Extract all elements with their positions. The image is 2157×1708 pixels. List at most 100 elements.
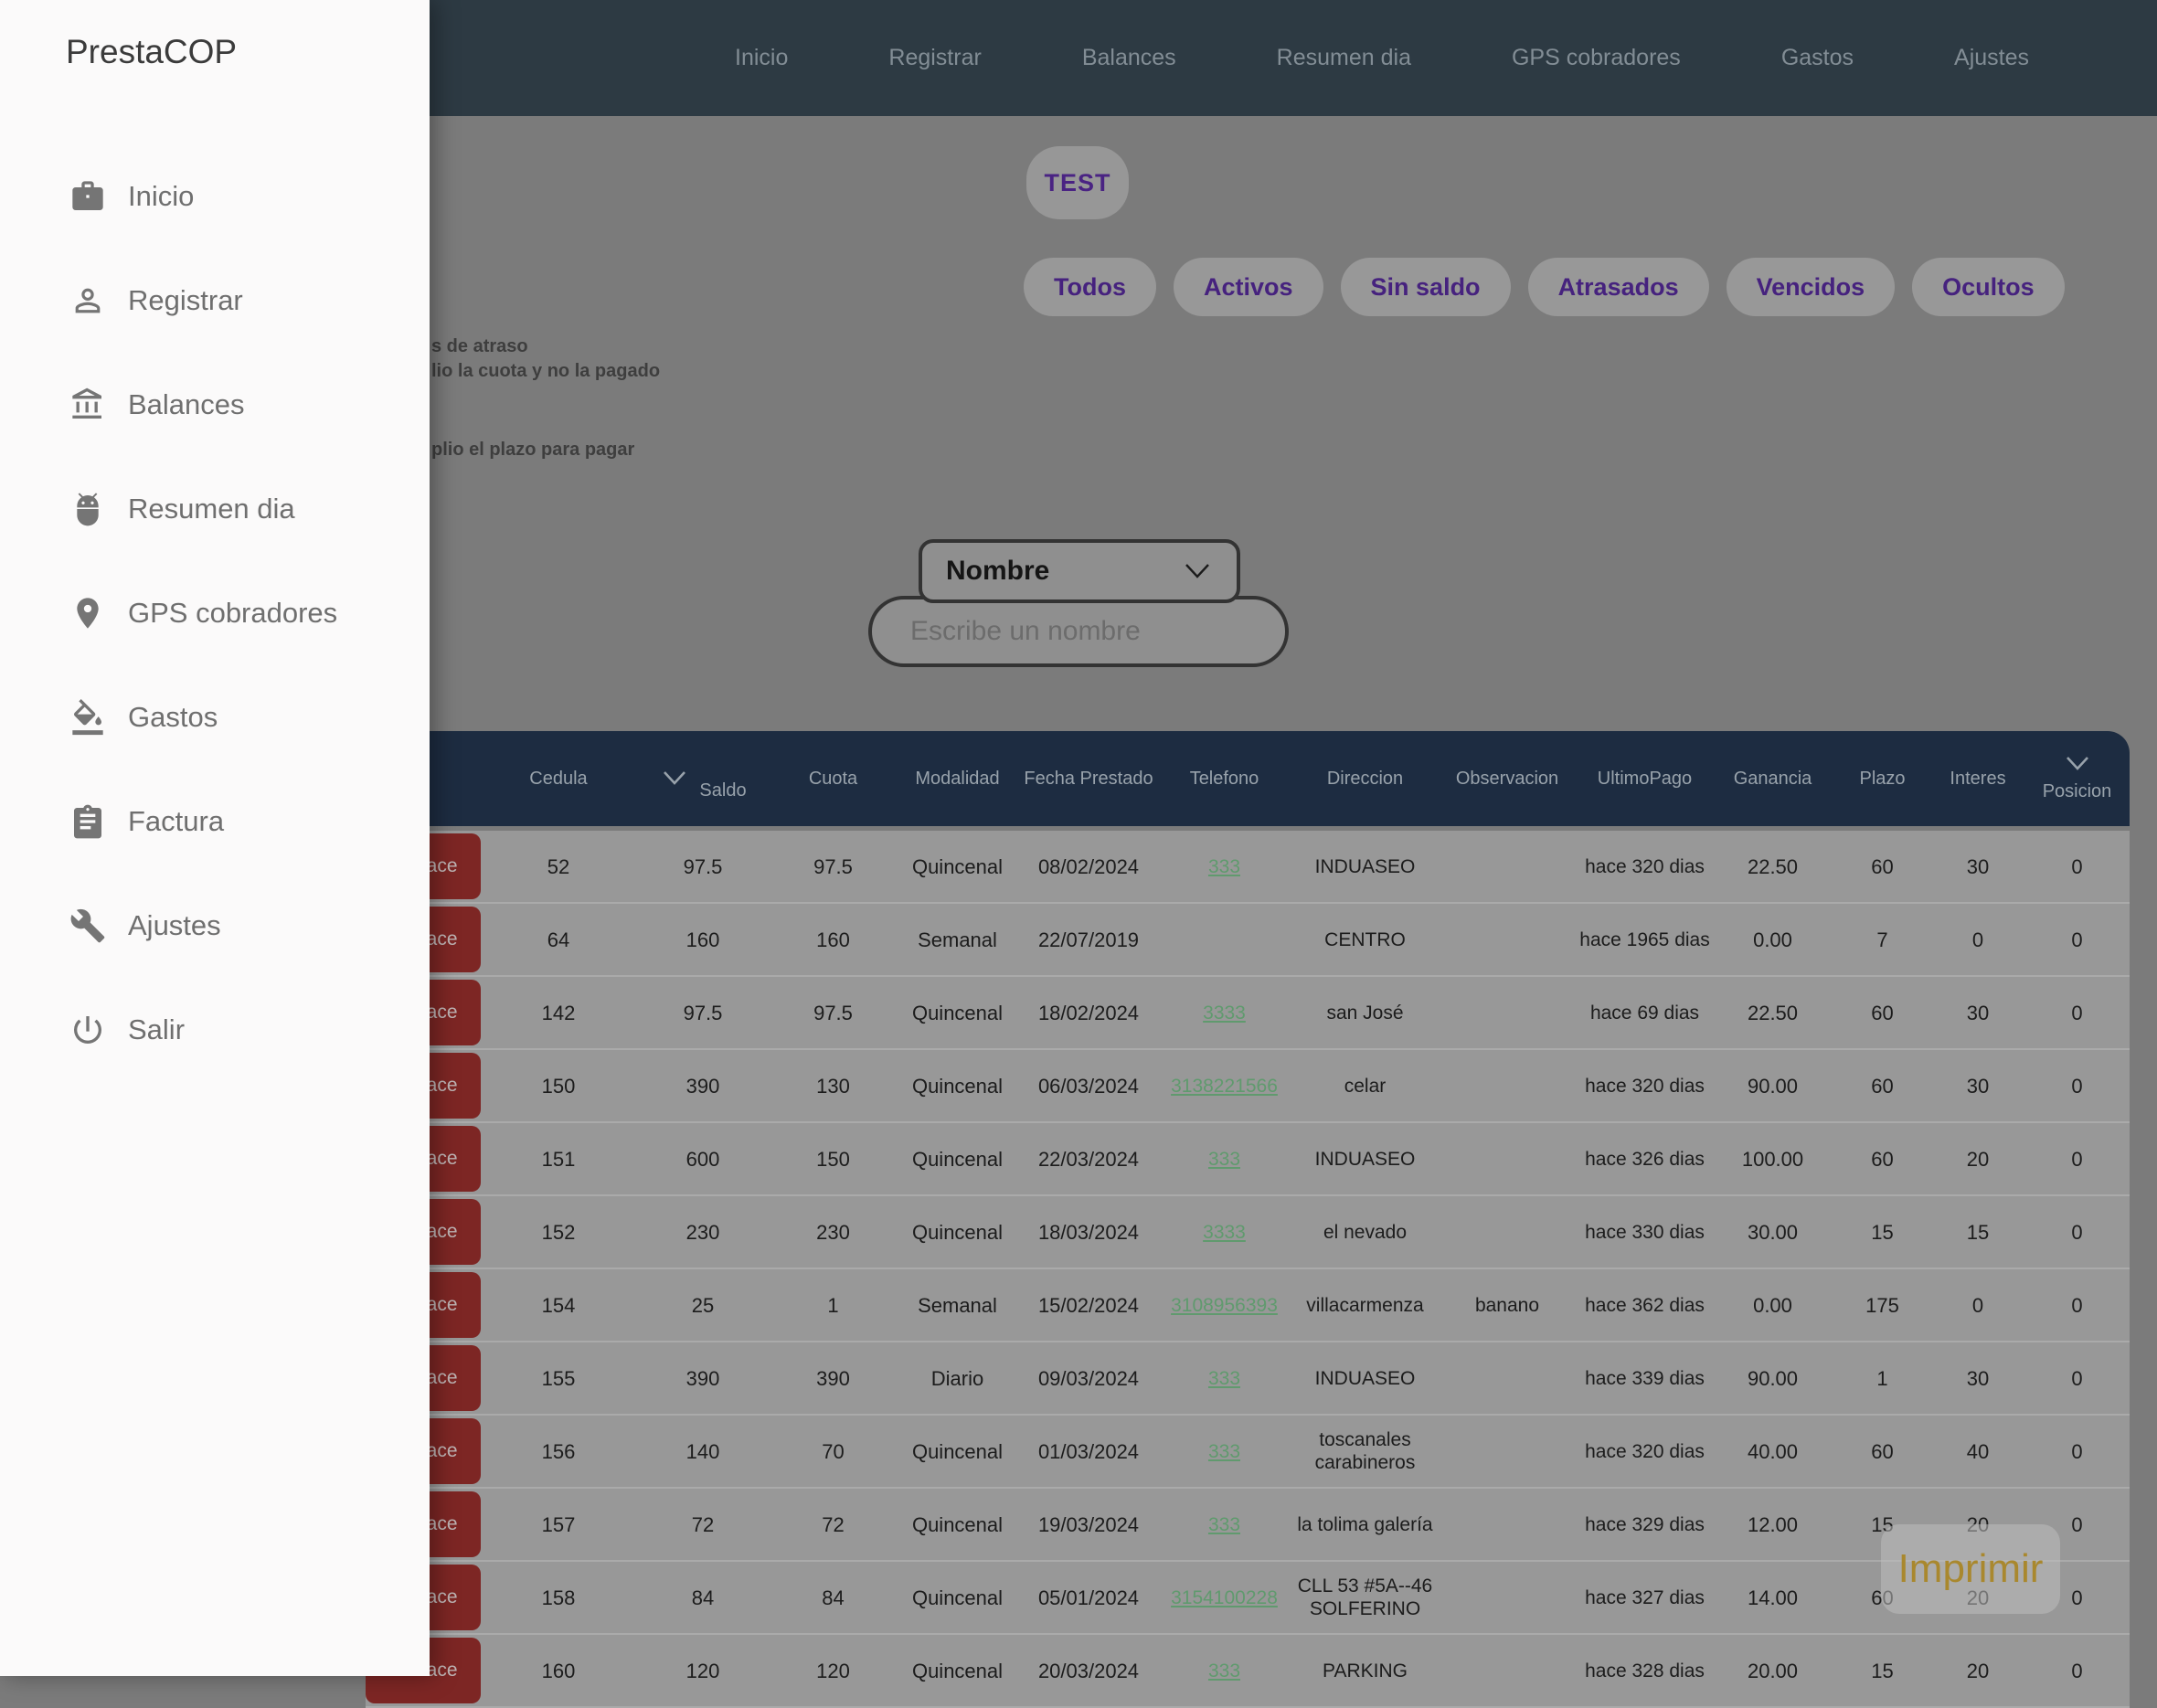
phone-link[interactable]: 3333 <box>1203 1222 1246 1243</box>
power-icon <box>69 1012 106 1048</box>
fecha-prestado-cell: 09/03/2024 <box>1037 1366 1140 1390</box>
interes-cell: 20 <box>1966 1659 1990 1682</box>
direccion-cell: CLL 53 #5A--46 SOLFERINO <box>1297 1575 1433 1619</box>
nav-item[interactable]: Balances <box>1081 45 1176 70</box>
table-body: hace 52 97.5 97.5 Quincenal 08/02/2024 3… <box>366 831 2130 1708</box>
observacion-cell: banano <box>1474 1294 1540 1316</box>
sidebar-item-resumen-dia[interactable]: Resumen dia <box>0 457 430 561</box>
table-row[interactable]: hace 151 600 150 Quincenal 22/03/2024 33… <box>366 1123 2130 1196</box>
fecha-prestado-cell: 18/03/2024 <box>1037 1220 1140 1244</box>
ganancia-cell: 22.50 <box>1747 854 1799 878</box>
cuota-cell: 84 <box>822 1586 845 1609</box>
briefcase-icon <box>69 178 106 215</box>
ultimopago-cell: hace 1965 dias <box>1579 928 1710 950</box>
sidebar-item-balances[interactable]: Balances <box>0 353 430 457</box>
sidebar-item-ajustes[interactable]: Ajustes <box>0 874 430 978</box>
nav-item[interactable]: Registrar <box>888 45 982 70</box>
sidebar-item-factura[interactable]: Factura <box>0 769 430 874</box>
col-header-observacion: Observacion <box>1455 769 1559 789</box>
sidebar-item-registrar[interactable]: Registrar <box>0 249 430 353</box>
sidebar-item-gastos[interactable]: Gastos <box>0 665 430 769</box>
direccion-cell: PARKING <box>1323 1660 1408 1681</box>
sidebar-item-gps-cobradores[interactable]: GPS cobradores <box>0 561 430 665</box>
nav-item[interactable]: Inicio <box>735 45 789 70</box>
phone-link[interactable]: 3138221566 <box>1171 1076 1278 1097</box>
filter-chip[interactable]: Ocultos <box>1912 258 2065 316</box>
search-field-select[interactable]: Nombre <box>919 539 1240 603</box>
telefono-cell: 3154100228 <box>1155 1586 1293 1609</box>
nav-item[interactable]: Gastos <box>1780 45 1854 70</box>
plazo-cell: 60 <box>1871 1439 1894 1463</box>
filter-chip[interactable]: Atrasados <box>1527 258 1709 316</box>
modalidad-cell: Quincenal <box>911 1074 1004 1098</box>
interes-cell: 30 <box>1966 1001 1990 1024</box>
table-row[interactable]: hace 52 97.5 97.5 Quincenal 08/02/2024 3… <box>366 831 2130 904</box>
col-header-posicion[interactable]: Posicion <box>2024 755 2130 802</box>
phone-link[interactable]: 333 <box>1207 1149 1241 1170</box>
ultimopago-cell: hace 330 dias <box>1585 1221 1705 1243</box>
nav-item[interactable]: GPS cobradores <box>1511 45 1681 70</box>
interes-cell: 30 <box>1966 854 1990 878</box>
phone-link[interactable]: 333 <box>1207 1368 1241 1389</box>
table-row[interactable]: hace 154 25 1 Semanal 15/02/2024 3108956… <box>366 1269 2130 1342</box>
phone-link[interactable]: 333 <box>1207 1514 1241 1535</box>
phone-link[interactable]: 333 <box>1207 856 1241 877</box>
filter-chip[interactable]: Activos <box>1173 258 1323 316</box>
phone-link[interactable]: 333 <box>1207 1441 1241 1462</box>
posicion-cell: 0 <box>2071 1439 2083 1463</box>
nav-item[interactable]: Ajustes <box>1954 45 2029 70</box>
status-badge[interactable]: TEST <box>1026 146 1129 219</box>
col-header-direccion: Direccion <box>1326 769 1404 789</box>
sort-desc-icon[interactable] <box>2062 755 2093 773</box>
ganancia-cell: 20.00 <box>1747 1659 1799 1682</box>
fecha-prestado-cell: 18/02/2024 <box>1037 1001 1140 1024</box>
fecha-prestado-cell: 08/02/2024 <box>1037 854 1140 878</box>
cuota-cell: 97.5 <box>813 854 853 878</box>
modalidad-cell: Quincenal <box>911 1001 1004 1024</box>
table-row[interactable]: hace 158 84 84 Quincenal 05/01/2024 3154… <box>366 1562 2130 1635</box>
fecha-prestado-cell: 22/03/2024 <box>1037 1147 1140 1171</box>
filter-chip[interactable]: Vencidos <box>1726 258 1896 316</box>
filter-chip[interactable]: Todos <box>1024 258 1156 316</box>
posicion-cell: 0 <box>2071 928 2083 951</box>
table-row[interactable]: hace 156 140 70 Quincenal 01/03/2024 333… <box>366 1416 2130 1489</box>
posicion-cell: 0 <box>2071 1220 2083 1244</box>
fecha-prestado-cell: 19/03/2024 <box>1037 1512 1140 1536</box>
print-button[interactable]: Imprimir <box>1881 1524 2060 1614</box>
table-row[interactable]: hace 152 230 230 Quincenal 18/03/2024 33… <box>366 1196 2130 1269</box>
direccion-cell: celar <box>1344 1075 1387 1097</box>
table-row[interactable]: hace 160 120 120 Quincenal 20/03/2024 33… <box>366 1635 2130 1708</box>
posicion-cell: 0 <box>2071 1659 2083 1682</box>
phone-link[interactable]: 3333 <box>1203 1003 1246 1024</box>
phone-link[interactable]: 3154100228 <box>1171 1587 1278 1608</box>
phone-link[interactable]: 3108956393 <box>1171 1295 1278 1316</box>
filter-chip[interactable]: Sin saldo <box>1340 258 1511 316</box>
cuota-cell: 72 <box>822 1512 845 1536</box>
cedula-cell: 156 <box>541 1439 576 1463</box>
table-row[interactable]: hace 157 72 72 Quincenal 19/03/2024 333 … <box>366 1489 2130 1562</box>
plazo-cell: 60 <box>1871 1074 1894 1098</box>
telefono-cell: 333 <box>1155 1439 1293 1463</box>
plazo-cell: 7 <box>1876 928 1888 951</box>
modalidad-cell: Diario <box>930 1366 984 1390</box>
search-input[interactable] <box>872 616 1285 647</box>
ganancia-cell: 40.00 <box>1747 1439 1799 1463</box>
table-row[interactable]: hace 155 390 390 Diario 09/03/2024 333 I… <box>366 1342 2130 1416</box>
ganancia-cell: 14.00 <box>1747 1586 1799 1609</box>
nav-item[interactable]: Resumen dia <box>1276 45 1411 70</box>
table-row[interactable]: hace 142 97.5 97.5 Quincenal 18/02/2024 … <box>366 977 2130 1050</box>
posicion-cell: 0 <box>2071 1586 2083 1609</box>
sidebar-drawer: PrestaCOP Inicio Registrar Balances Resu… <box>0 0 430 1676</box>
telefono-cell: 3333 <box>1155 1001 1293 1024</box>
telefono-cell: 333 <box>1155 1512 1293 1536</box>
table-row[interactable]: hace 150 390 130 Quincenal 06/03/2024 31… <box>366 1050 2130 1123</box>
table-row[interactable]: hace 64 160 160 Semanal 22/07/2019 CENTR… <box>366 904 2130 977</box>
sidebar-item-salir[interactable]: Salir <box>0 978 430 1082</box>
posicion-cell: 0 <box>2071 1293 2083 1317</box>
sort-desc-icon[interactable] <box>659 769 690 788</box>
phone-link[interactable]: 333 <box>1207 1660 1241 1681</box>
ultimopago-cell: hace 339 dias <box>1585 1367 1705 1389</box>
sidebar-item-inicio[interactable]: Inicio <box>0 144 430 249</box>
col-header-saldo[interactable]: Saldo <box>632 756 773 801</box>
bank-icon <box>69 387 106 423</box>
